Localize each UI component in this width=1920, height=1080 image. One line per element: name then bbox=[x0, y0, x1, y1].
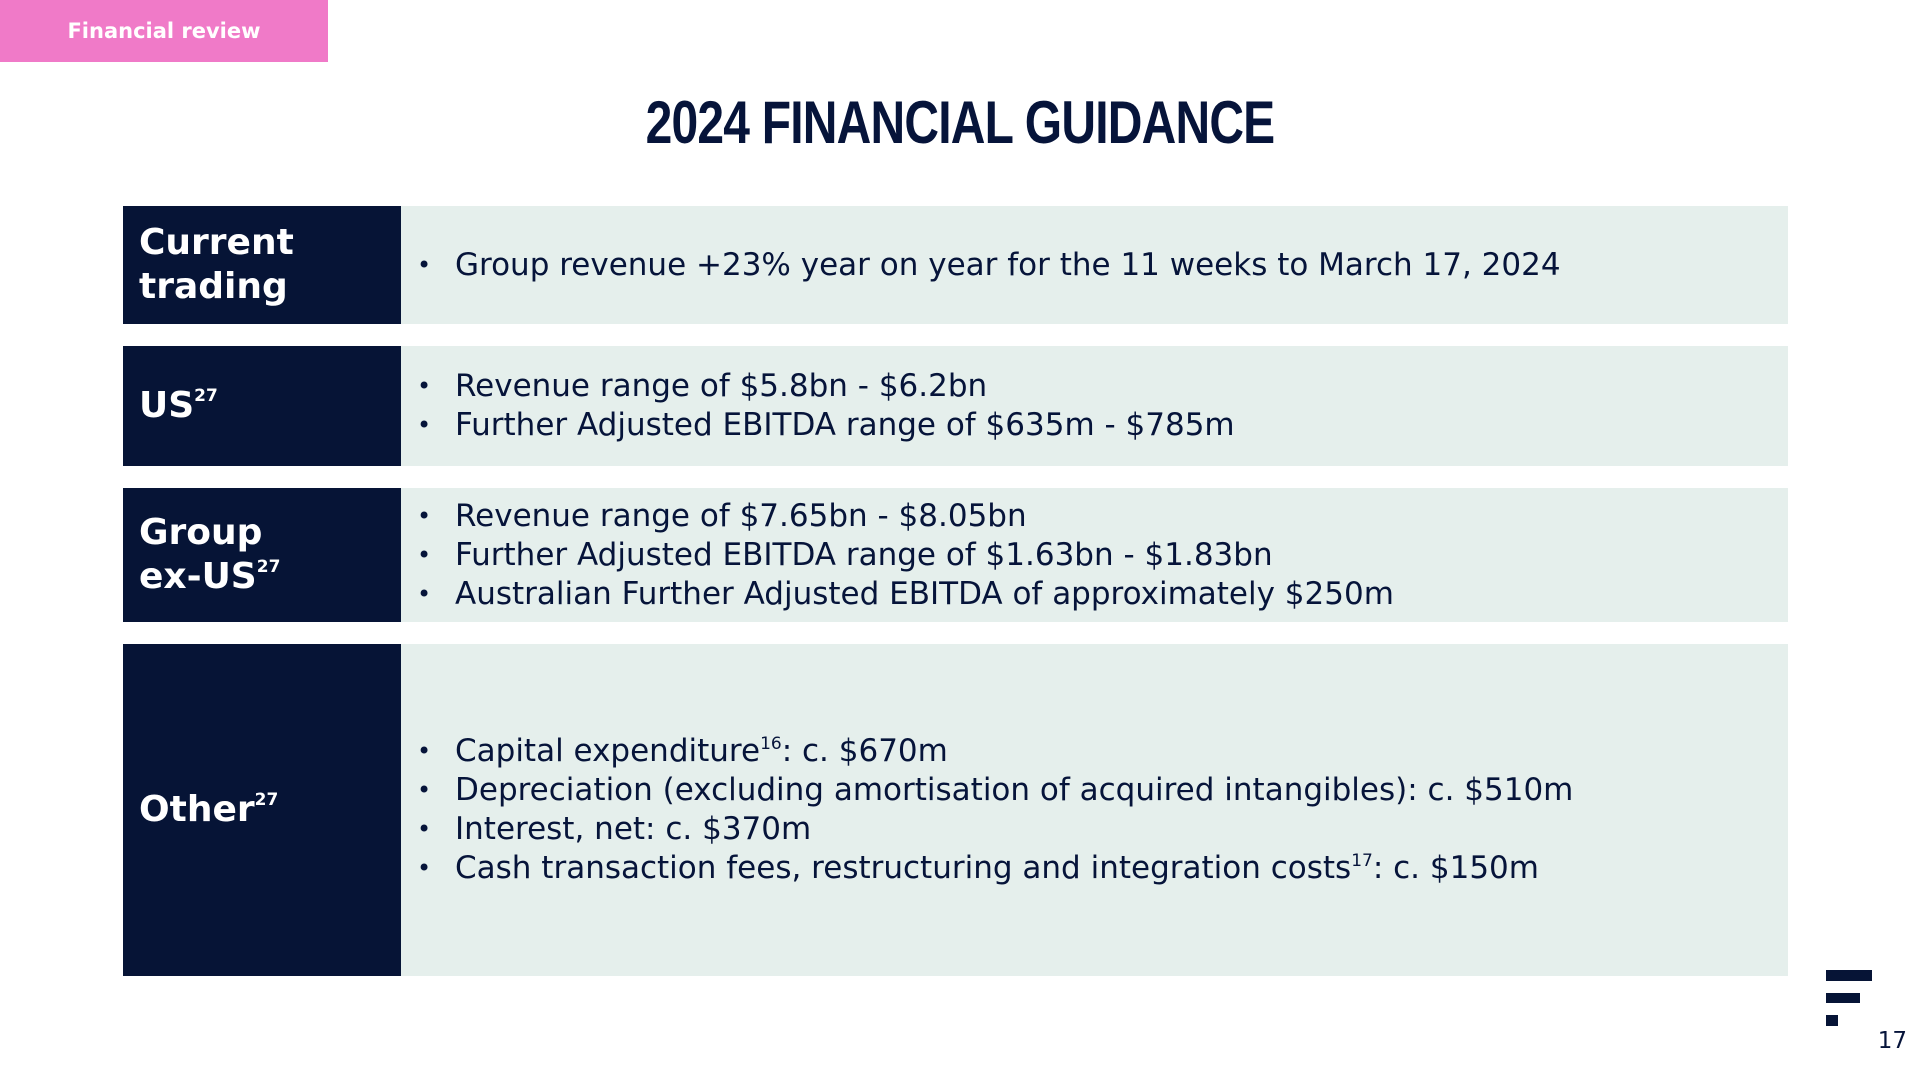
guidance-row-current-trading: Current trading • Group revenue +23% year… bbox=[123, 206, 1788, 324]
list-item-text: Capital expenditure bbox=[455, 733, 761, 769]
list-item-text-rest: : c. $150m bbox=[1372, 850, 1539, 886]
row-body: • Revenue range of $5.8bn - $6.2bn • Furth… bbox=[401, 346, 1788, 466]
list-item-text: Interest, net: c. $370m bbox=[455, 811, 812, 847]
list-item: • Revenue range of $7.65bn - $8.05bn bbox=[417, 497, 1027, 534]
list-item-text: Cash transaction fees, restructuring and… bbox=[455, 850, 1352, 886]
list-item: • Cash transaction fees, restructuring an… bbox=[417, 850, 1539, 886]
row-body: • Group revenue +23% year on year for the… bbox=[401, 206, 1788, 324]
list-item: • Interest, net: c. $370m bbox=[417, 811, 812, 847]
footnote-ref: 17 bbox=[1351, 851, 1373, 871]
list-item-text: Revenue range of $5.8bn - $6.2bn bbox=[455, 368, 988, 404]
page-title: 2024 FINANCIAL GUIDANCE bbox=[645, 89, 1276, 156]
row-label: Other27 bbox=[123, 644, 401, 976]
row-label: US27 bbox=[123, 346, 401, 466]
row-label-line: ex-US bbox=[139, 556, 257, 597]
list-item-text: Further Adjusted EBITDA range of $635m -… bbox=[455, 407, 1235, 443]
guidance-row-group-ex-us: Group ex-US27 • Revenue range of $7.65bn … bbox=[123, 488, 1788, 622]
footnote-ref: 16 bbox=[760, 734, 782, 754]
list-item-text: Depreciation (excluding amortisation of … bbox=[455, 772, 1574, 808]
list-item-text-rest: : c. $670m bbox=[781, 733, 948, 769]
guidance-row-other: Other27 • Capital expenditure16: c. $670m… bbox=[123, 644, 1788, 976]
footnote-ref: 27 bbox=[194, 386, 218, 406]
row-label: Current trading bbox=[123, 206, 401, 324]
list-item-text: Group revenue +23% year on year for the … bbox=[455, 246, 1561, 283]
page-number: 17 bbox=[1877, 1028, 1907, 1054]
list-item: • Further Adjusted EBITDA range of $1.63b… bbox=[417, 536, 1273, 573]
row-label-line: Other bbox=[139, 789, 255, 830]
section-tab-label: Financial review bbox=[67, 19, 261, 43]
list-item: • Further Adjusted EBITDA range of $635m … bbox=[417, 407, 1235, 443]
list-item: • Australian Further Adjusted EBITDA of a… bbox=[417, 575, 1394, 612]
row-label-line: US bbox=[139, 385, 195, 426]
footnote-ref: 27 bbox=[254, 790, 279, 810]
row-label-line: Group bbox=[139, 512, 263, 553]
guidance-row-us: US27 • Revenue range of $5.8bn - $6.2bn •… bbox=[123, 346, 1788, 466]
row-label-line: Current bbox=[139, 222, 294, 263]
list-item-text: Australian Further Adjusted EBITDA of ap… bbox=[455, 575, 1394, 612]
row-label: Group ex-US27 bbox=[123, 488, 401, 622]
brand-f-logo-icon bbox=[1826, 970, 1876, 1028]
list-item-text: Further Adjusted EBITDA range of $1.63bn… bbox=[455, 536, 1273, 573]
footnote-ref: 27 bbox=[256, 557, 281, 577]
list-item: • Depreciation (excluding amortisation of… bbox=[417, 772, 1574, 808]
list-item: • Group revenue +23% year on year for the… bbox=[417, 246, 1561, 283]
section-tab: Financial review bbox=[0, 0, 328, 62]
row-label-line: trading bbox=[139, 266, 288, 307]
list-item: • Capital expenditure16: c. $670m bbox=[417, 733, 948, 769]
row-body: • Capital expenditure16: c. $670m • Deprec… bbox=[401, 644, 1788, 976]
list-item: • Revenue range of $5.8bn - $6.2bn bbox=[417, 368, 988, 404]
row-body: • Revenue range of $7.65bn - $8.05bn • Fur… bbox=[401, 488, 1788, 622]
list-item-text: Revenue range of $7.65bn - $8.05bn bbox=[455, 497, 1027, 534]
